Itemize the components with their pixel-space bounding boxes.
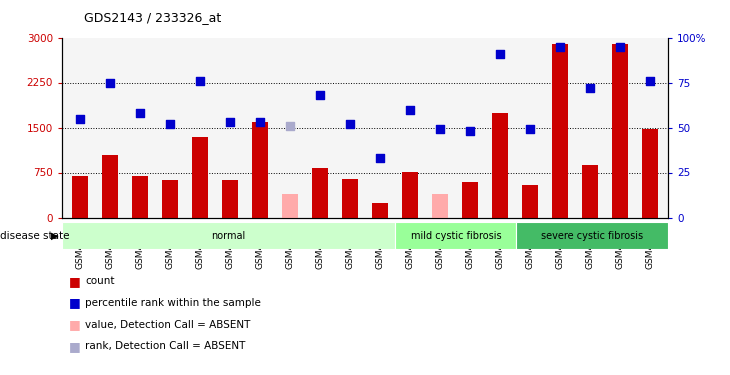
Text: disease state: disease state xyxy=(0,231,69,241)
Text: normal: normal xyxy=(212,231,246,241)
Bar xyxy=(462,182,478,218)
Text: mild cystic fibrosis: mild cystic fibrosis xyxy=(410,231,502,241)
Bar xyxy=(252,122,268,218)
Bar xyxy=(431,194,448,217)
Bar xyxy=(396,222,517,249)
Point xyxy=(584,85,596,91)
Bar xyxy=(582,165,598,218)
Point xyxy=(224,119,236,125)
Bar xyxy=(642,129,658,217)
Point xyxy=(134,110,146,116)
Point xyxy=(644,78,656,84)
Point xyxy=(74,116,86,122)
Bar xyxy=(72,176,88,217)
Point xyxy=(494,51,506,57)
Point xyxy=(254,119,266,125)
Bar xyxy=(312,168,328,217)
Point xyxy=(404,106,416,112)
Text: severe cystic fibrosis: severe cystic fibrosis xyxy=(541,231,643,241)
Point xyxy=(194,78,206,84)
Text: ▶: ▶ xyxy=(51,231,58,241)
Bar xyxy=(222,180,238,218)
Bar xyxy=(612,44,629,218)
Bar xyxy=(522,184,538,218)
Text: ■: ■ xyxy=(69,318,81,331)
Point xyxy=(164,121,176,127)
Bar xyxy=(342,178,358,218)
Point xyxy=(284,123,296,129)
Text: rank, Detection Call = ABSENT: rank, Detection Call = ABSENT xyxy=(85,342,246,351)
Bar xyxy=(162,180,178,218)
Bar xyxy=(192,136,208,218)
Point xyxy=(344,121,356,127)
Bar xyxy=(132,176,148,217)
Bar xyxy=(372,202,388,217)
Text: ■: ■ xyxy=(69,275,81,288)
Bar xyxy=(492,112,508,218)
Point xyxy=(434,126,446,132)
Point xyxy=(314,92,326,98)
Text: count: count xyxy=(85,276,115,286)
Text: value, Detection Call = ABSENT: value, Detection Call = ABSENT xyxy=(85,320,251,330)
Text: ■: ■ xyxy=(69,297,81,309)
Bar xyxy=(517,222,668,249)
Bar xyxy=(552,44,568,218)
Bar xyxy=(282,194,299,217)
Point xyxy=(614,44,626,50)
Text: percentile rank within the sample: percentile rank within the sample xyxy=(85,298,261,308)
Bar xyxy=(101,154,118,218)
Point xyxy=(524,126,536,132)
Point xyxy=(104,80,116,86)
Bar xyxy=(62,222,396,249)
Text: ■: ■ xyxy=(69,340,81,353)
Text: GDS2143 / 233326_at: GDS2143 / 233326_at xyxy=(84,11,221,24)
Point xyxy=(554,44,566,50)
Point xyxy=(464,128,476,134)
Point xyxy=(374,155,386,161)
Bar xyxy=(402,172,418,217)
